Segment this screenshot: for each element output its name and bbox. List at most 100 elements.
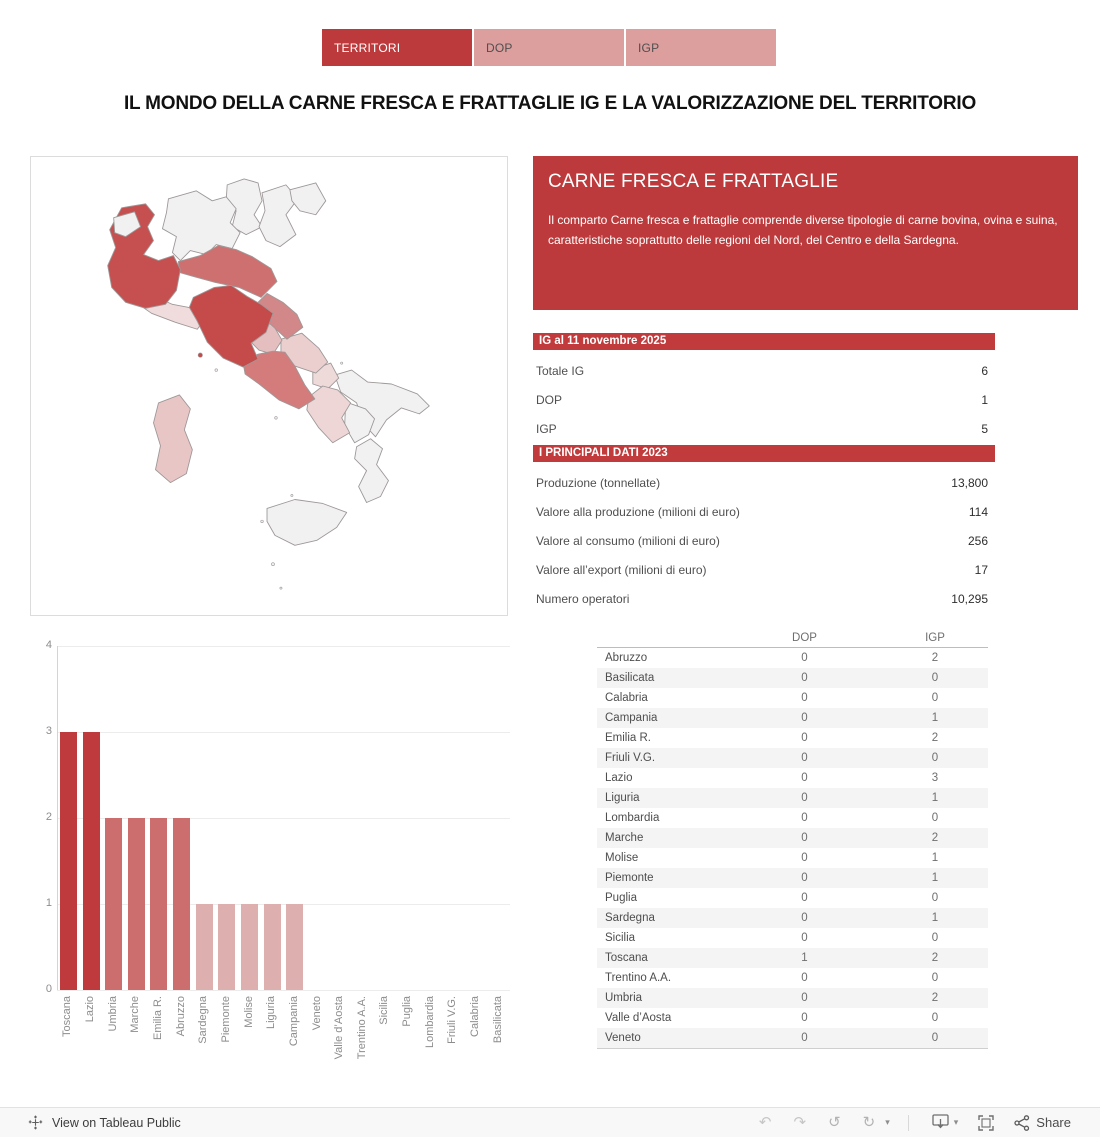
y-axis-tick-label: 1	[45, 897, 52, 909]
region-dop-igp-table: DOP IGP Abruzzo 0 2 Basilicata 0 0 Calabria 0 0 Cam…	[597, 628, 988, 1049]
dop-value-cell: 0	[801, 732, 808, 744]
bar-lazio[interactable]	[82, 732, 100, 990]
dati-row-valore-all-export-milioni-di-euro: Valore all’export (milioni di euro) 17	[533, 555, 988, 584]
region-name-cell: Piemonte	[605, 872, 654, 884]
igp-value-cell: 0	[931, 692, 939, 704]
table-row-friuli-v-g[interactable]: Friuli V.G. 0 0	[597, 748, 988, 768]
table-row-sicilia[interactable]: Sicilia 0 0	[597, 928, 988, 948]
map-island-giglio[interactable]	[214, 368, 218, 372]
igp-value-cell: 3	[931, 772, 939, 784]
x-axis-label-lombardia: Lombardia	[423, 996, 436, 1048]
dop-value-cell: 1	[801, 952, 808, 964]
table-row-marche[interactable]: Marche 0 2	[597, 828, 988, 848]
map-region-lombardia[interactable]: Lombardia	[162, 190, 241, 261]
map-region-campania[interactable]: Campania	[306, 385, 352, 444]
bar-toscana[interactable]	[59, 732, 77, 990]
bar-umbria[interactable]	[105, 818, 123, 990]
table-row-liguria[interactable]: Liguria 0 1	[597, 788, 988, 808]
refresh-caret-icon[interactable]: ▾	[885, 1117, 890, 1127]
igp-value-cell: 2	[931, 832, 939, 844]
table-row-valle-d-aosta[interactable]: Valle d’Aosta 0 0	[597, 1008, 988, 1028]
igp-value-cell: 1	[931, 712, 939, 724]
map-island-lampedusa[interactable]	[279, 586, 283, 590]
bar-emilia-r[interactable]	[150, 818, 168, 990]
toolbar-divider	[907, 1114, 909, 1131]
map-island-elba[interactable]	[197, 352, 203, 358]
fullscreen-button[interactable]	[973, 1114, 999, 1131]
dop-value-cell: 0	[801, 752, 808, 764]
table-row-piemonte[interactable]: Piemonte 0 1	[597, 868, 988, 888]
share-button[interactable]: Share	[1009, 1114, 1076, 1131]
table-row-lazio[interactable]: Lazio 0 3	[597, 768, 988, 788]
bar-molise[interactable]	[241, 904, 258, 990]
region-name-cell: Toscana	[605, 952, 648, 964]
x-axis-label-emilia-r: Emilia R.	[151, 996, 164, 1041]
bar-liguria[interactable]	[263, 904, 281, 990]
table-row-basilicata[interactable]: Basilicata 0 0	[597, 668, 988, 688]
table-row-abruzzo[interactable]: Abruzzo 0 2	[597, 648, 988, 668]
dop-value-cell: 0	[801, 852, 808, 864]
region-name-cell: Sicilia	[605, 932, 636, 944]
download-button[interactable]: ▾	[927, 1114, 964, 1131]
x-axis-label-toscana: Toscana	[61, 996, 74, 1037]
map-island-egadi[interactable]	[260, 519, 264, 524]
table-row-veneto[interactable]: Veneto 0 0	[597, 1028, 988, 1048]
table-row-puglia[interactable]: Puglia 0 0	[597, 888, 988, 908]
tab-igp[interactable]: IGP	[626, 29, 776, 66]
redo-icon[interactable]: ↷	[793, 1114, 807, 1131]
x-axis-label-valle-d-aosta: Valle d’Aosta	[333, 996, 346, 1060]
y-axis-tick-label: 4	[45, 639, 52, 651]
italy-choropleth-map: Trentino A.A.VenetoFriuli V.G.LombardiaP…	[107, 178, 430, 590]
stat-value: 5	[981, 421, 988, 436]
stat-value: 114	[968, 504, 988, 519]
map-region-friuli-v-g[interactable]: Friuli V.G.	[289, 182, 327, 216]
bar-marche[interactable]	[127, 818, 145, 990]
map-island-ponza[interactable]	[274, 416, 278, 420]
ig-row-igp: IGP 5	[533, 414, 988, 443]
region-name-cell: Friuli V.G.	[605, 752, 656, 764]
bar-abruzzo[interactable]	[173, 818, 191, 990]
x-axis-label-veneto: Veneto	[310, 996, 323, 1031]
map-region-sardegna[interactable]: Sardegna	[153, 394, 193, 484]
region-name-cell: Sardegna	[605, 912, 655, 924]
map-region-calabria[interactable]: Calabria	[354, 438, 389, 503]
table-row-trentino-a-a[interactable]: Trentino A.A. 0 0	[597, 968, 988, 988]
table-row-umbria[interactable]: Umbria 0 2	[597, 988, 988, 1008]
dati-row-valore-alla-produzione-milioni-di-euro: Valore alla produzione (milioni di euro)…	[533, 497, 988, 526]
table-row-campania[interactable]: Campania 0 1	[597, 708, 988, 728]
map-region-emilia-r[interactable]: Emilia R.	[177, 245, 278, 298]
map-island-tremiti[interactable]	[340, 361, 344, 365]
table-row-sardegna[interactable]: Sardegna 0 1	[597, 908, 988, 928]
undo-icon[interactable]: ↶	[758, 1114, 772, 1131]
bar-campania[interactable]	[286, 904, 304, 990]
map-island-ustica[interactable]	[290, 494, 294, 497]
dop-value-cell: 0	[801, 892, 808, 904]
reset-icon[interactable]: ↺	[828, 1114, 841, 1131]
ig-summary-rows: Totale IG 6 DOP 1 IGP 5	[533, 356, 988, 443]
dop-value-cell: 0	[801, 972, 808, 984]
bar-piemonte[interactable]	[218, 904, 236, 990]
map-island-pantelleria[interactable]	[271, 562, 275, 567]
tab-territori[interactable]: TERRITORI	[322, 29, 472, 66]
map-region-toscana[interactable]: Toscana	[188, 284, 274, 368]
table-row-molise[interactable]: Molise 0 1	[597, 848, 988, 868]
table-row-emilia-r[interactable]: Emilia R. 0 2	[597, 728, 988, 748]
map-region-lazio[interactable]: Lazio	[242, 350, 316, 410]
region-name-cell: Basilicata	[605, 672, 655, 684]
region-name-cell: Veneto	[605, 1032, 641, 1044]
x-axis-label-umbria: Umbria	[106, 996, 119, 1032]
region-name-cell: Campania	[605, 712, 658, 724]
map-region-valle-d-aosta[interactable]: Valle d’Aosta	[113, 211, 142, 238]
igp-value-cell: 0	[931, 1012, 939, 1024]
bar-sardegna[interactable]	[195, 904, 213, 990]
stat-label: DOP	[536, 392, 563, 407]
table-row-toscana[interactable]: Toscana 1 2	[597, 948, 988, 968]
tab-dop[interactable]: DOP	[474, 29, 624, 66]
x-axis-label-liguria: Liguria	[265, 996, 278, 1030]
y-axis-line	[57, 646, 58, 990]
table-row-calabria[interactable]: Calabria 0 0	[597, 688, 988, 708]
refresh-icon[interactable]: ↻	[862, 1114, 876, 1131]
view-on-tableau-public-link[interactable]: View on Tableau Public	[28, 1115, 181, 1130]
map-region-sicilia[interactable]: Sicilia	[266, 499, 348, 546]
table-row-lombardia[interactable]: Lombardia 0 0	[597, 808, 988, 828]
